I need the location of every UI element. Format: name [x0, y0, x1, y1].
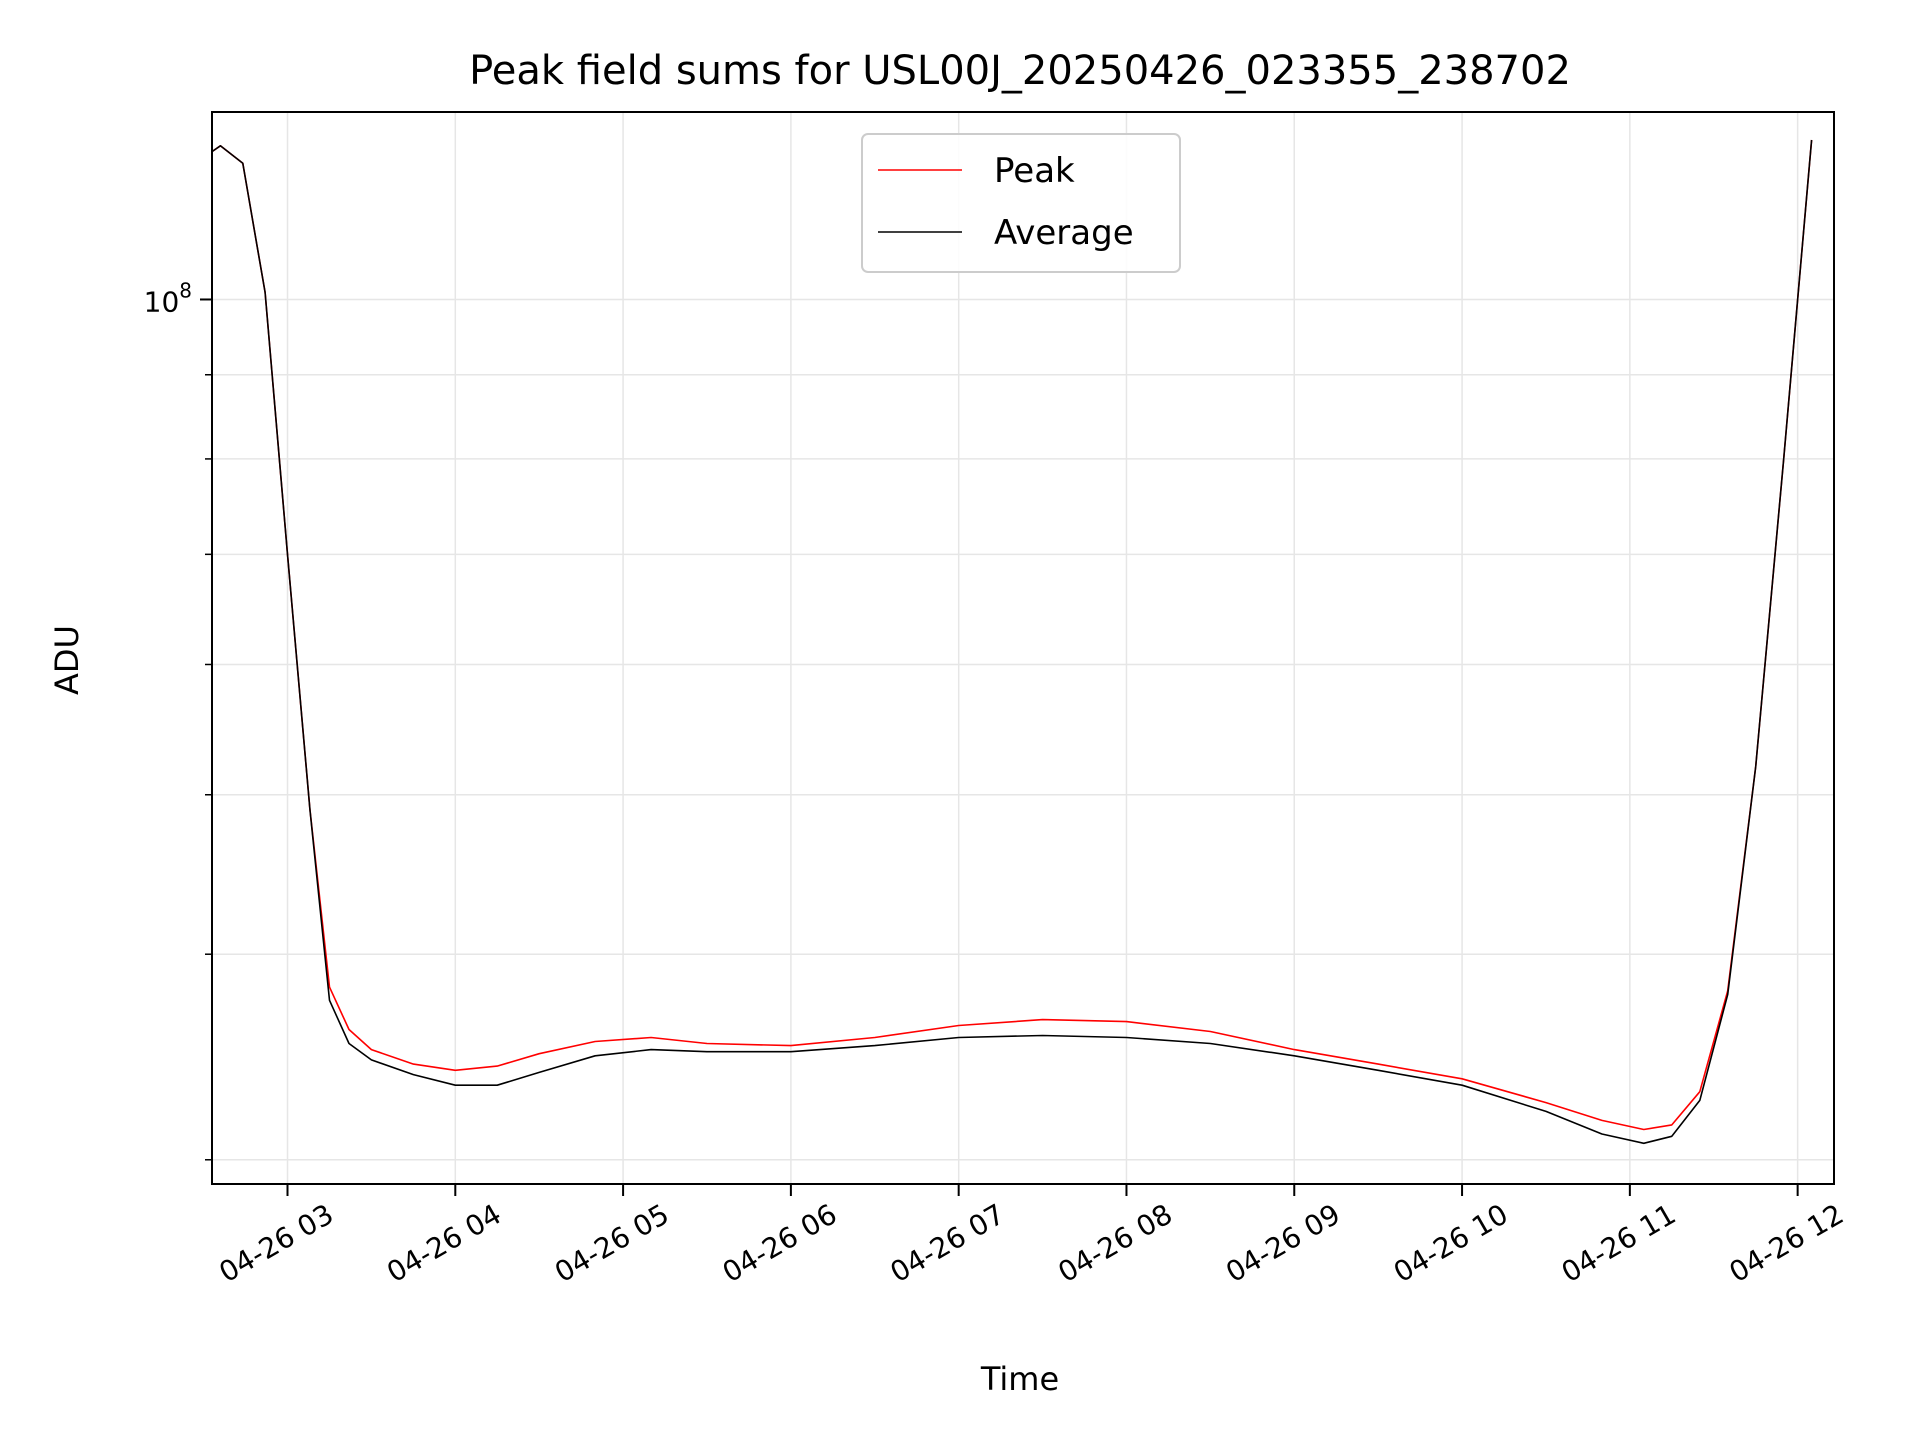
legend-average-label: Average: [994, 213, 1134, 253]
plot-frame: [211, 111, 1835, 1185]
legend: Peak Average: [861, 133, 1181, 273]
x-axis-title: Time: [980, 1360, 1059, 1398]
series-line-average: [211, 139, 1813, 1145]
legend-box: [861, 133, 1181, 273]
grid: [212, 112, 1834, 1184]
series-layer: [211, 139, 1813, 1145]
chart-title: Peak field sums for USL00J_20250426_0233…: [469, 48, 1571, 94]
y-major-tick-label: 108: [144, 278, 192, 318]
y-tick-label-base: 10: [144, 285, 180, 318]
legend-peak-label: Peak: [994, 151, 1075, 191]
y-axis-title: ADU: [48, 625, 86, 695]
y-tick-label-exponent: 8: [179, 278, 192, 302]
